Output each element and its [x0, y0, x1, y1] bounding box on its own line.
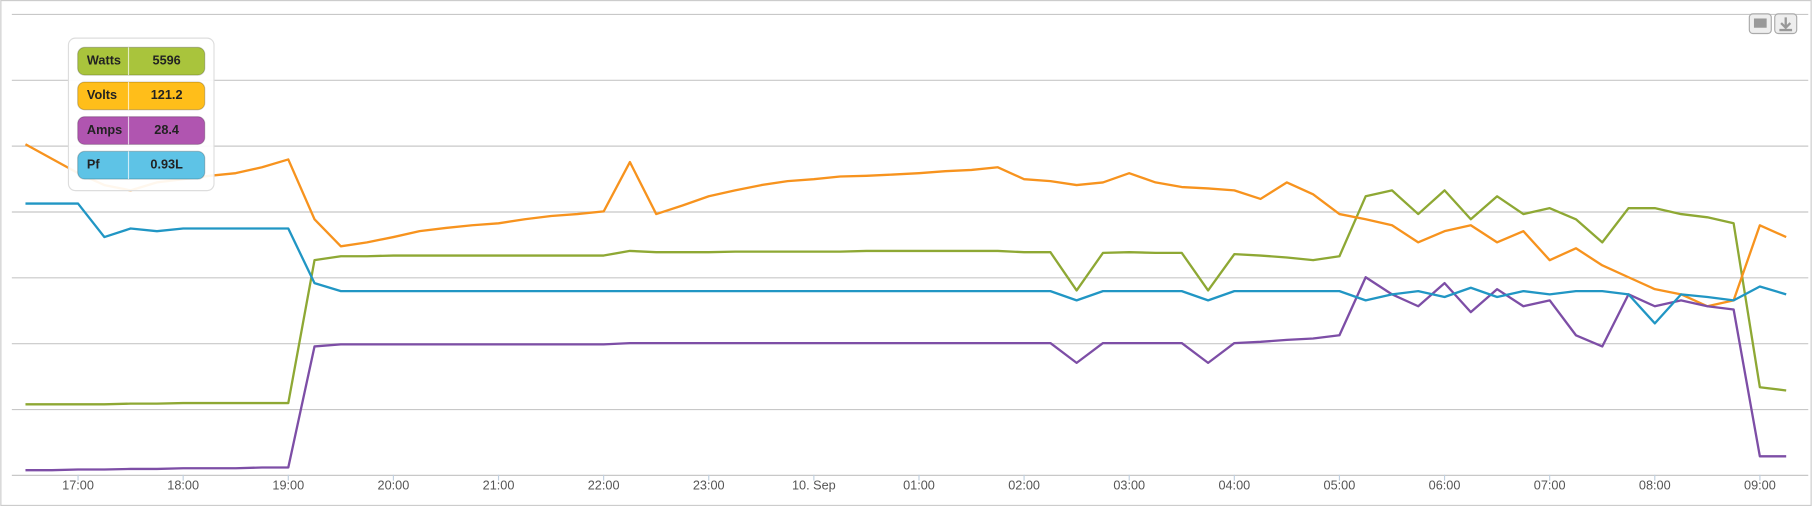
series-line — [24, 143, 1787, 308]
tooltip-label: Amps — [87, 123, 122, 137]
tooltip-row — [77, 46, 206, 76]
x-tick-label: 20:00 — [378, 479, 410, 493]
series-line — [25, 202, 1787, 325]
series-line — [25, 189, 1787, 406]
tooltip-value: 121.2 — [151, 88, 183, 102]
x-tick-label: 02:00 — [1008, 479, 1040, 493]
x-tick-label: 18:00 — [167, 479, 199, 493]
x-tick-label: 23:00 — [693, 479, 725, 493]
x-tick-label: 01:00 — [903, 479, 935, 493]
tooltip-label: Volts — [87, 88, 117, 102]
download-icon — [1779, 17, 1793, 32]
tooltip: Watts 5596 Volts 121.2 Amps 28.4 Pf 0.93L — [67, 37, 215, 192]
tooltip-value: 0.93L — [150, 158, 183, 172]
x-tick-label: 10. Sep — [792, 479, 836, 493]
tooltip-row — [77, 150, 206, 180]
x-tick-label: 04:00 — [1218, 479, 1250, 493]
x-tick-label: 08:00 — [1639, 479, 1671, 493]
plot-area — [24, 143, 1787, 472]
x-tick-label: 09:00 — [1744, 479, 1776, 493]
tooltip-label: Watts — [87, 54, 121, 68]
tooltip-value: 5596 — [153, 54, 181, 68]
x-axis: 17:00 18:00 19:00 20:00 21:00 22:00 23:00 10. S… — [62, 474, 1776, 493]
x-tick-label: 07:00 — [1534, 479, 1566, 493]
tooltip-label: Pf — [87, 158, 100, 172]
tooltip-row — [77, 81, 206, 111]
x-tick-label: 03:00 — [1113, 479, 1145, 493]
tooltip-value: 28.4 — [154, 123, 179, 137]
tooltip-row — [77, 116, 206, 145]
x-tick-label: 22:00 — [588, 479, 620, 493]
x-tick-label: 21:00 — [483, 479, 515, 493]
series-line — [25, 276, 1787, 472]
x-tick-label: 06:00 — [1429, 479, 1461, 493]
print-icon — [1753, 18, 1767, 28]
x-tick-label: 17:00 — [62, 479, 94, 493]
x-tick-label: 05:00 — [1324, 479, 1356, 493]
x-tick-label: 19:00 — [272, 479, 304, 493]
